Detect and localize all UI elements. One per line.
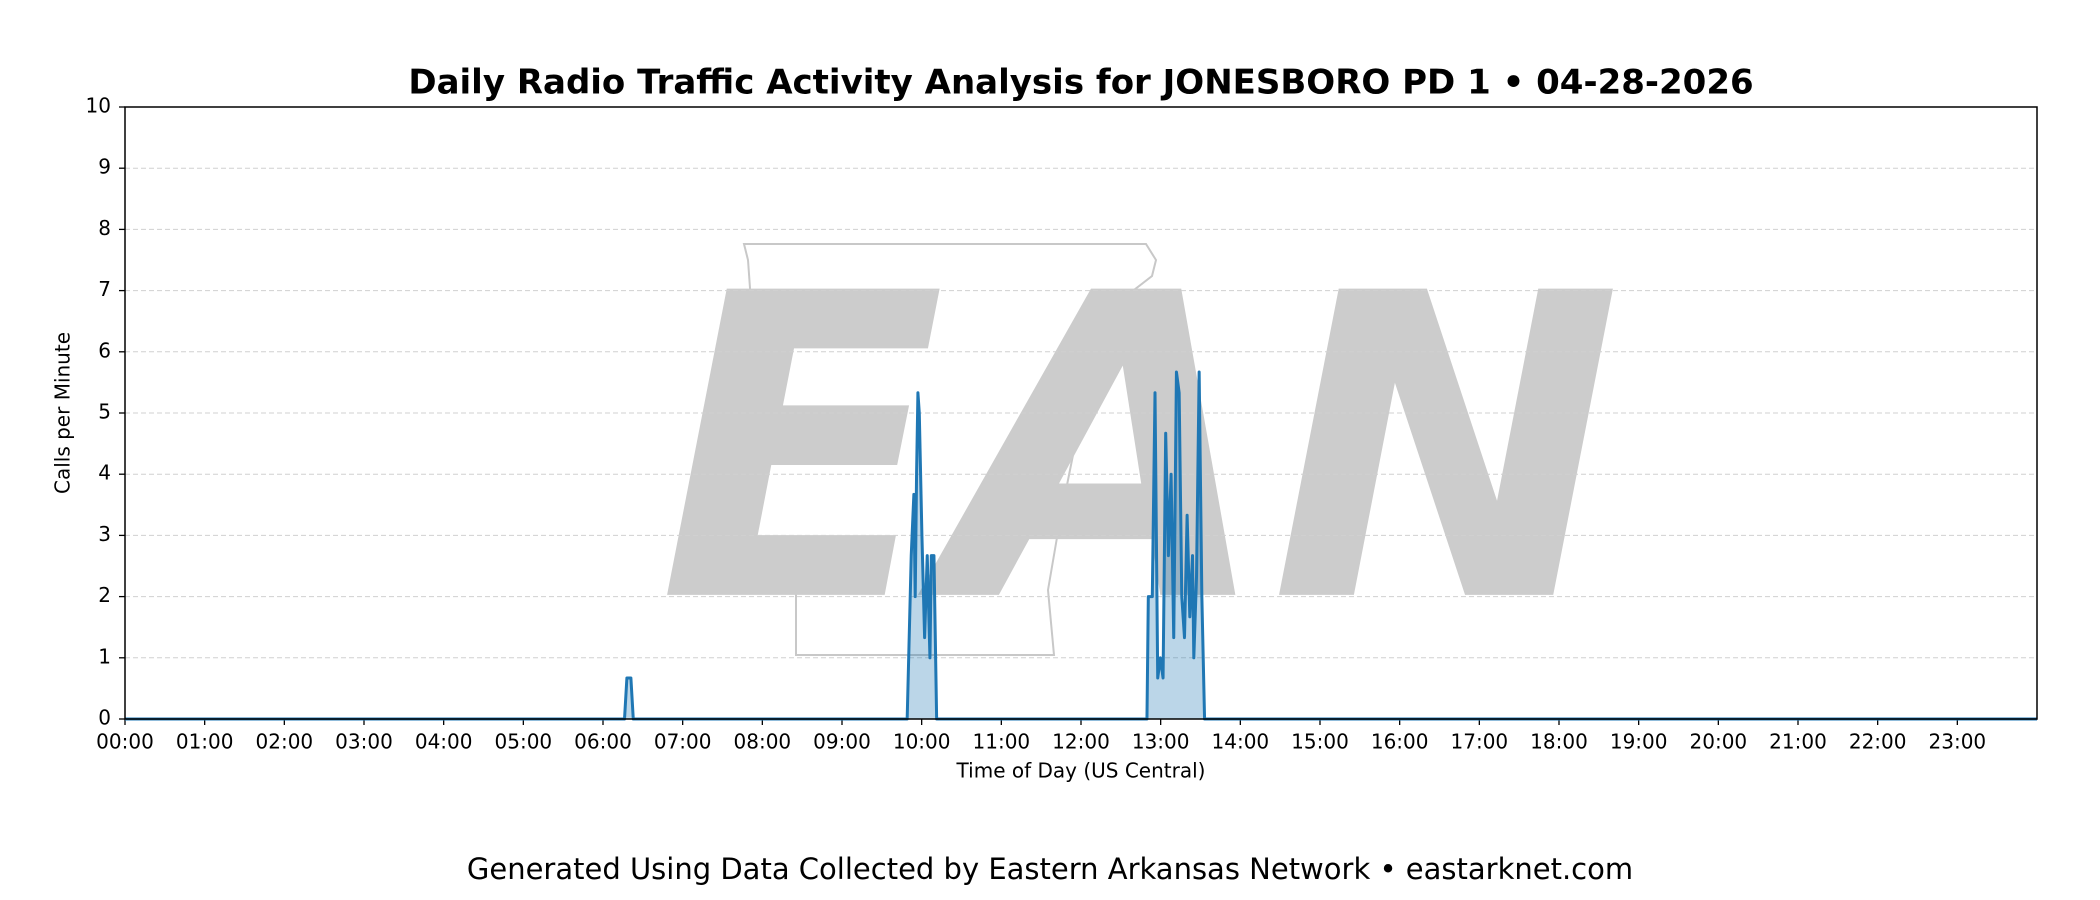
x-tick-label: 09:00 [813,730,871,754]
chart-title: Daily Radio Traffic Activity Analysis fo… [408,63,1753,103]
x-tick-label: 14:00 [1212,730,1270,754]
footer: Generated Using Data Collected by Easter… [467,852,1633,886]
y-tick-label: 0 [98,706,111,730]
line [125,370,2037,721]
y-tick-label: 7 [98,277,111,301]
x-tick-label: 20:00 [1690,730,1748,754]
watermark: EAN [658,206,1621,695]
x-tick-label: 05:00 [495,730,553,754]
x-tick-label: 04:00 [415,730,473,754]
y-tick-label: 5 [98,400,111,424]
x-tick-label: 11:00 [973,730,1031,754]
y-tick-label: 4 [98,461,111,485]
x-tick-label: 16:00 [1371,730,1429,754]
x-tick-label: 08:00 [734,730,792,754]
x-tick-label: 07:00 [654,730,712,754]
y-tick-label: 10 [86,94,111,118]
y-tick-label: 3 [98,522,111,546]
x-tick-label: 02:00 [256,730,314,754]
x-tick-label: 15:00 [1291,730,1349,754]
x-tick-label: 17:00 [1451,730,1509,754]
x-tick-label: 21:00 [1769,730,1827,754]
x-tick-label: 10:00 [893,730,951,754]
y-axis-label: Calls per Minute [51,332,75,494]
x-axis-label: Time of Day (US Central) [956,759,1206,783]
y-tick-label: 6 [98,338,111,362]
x-tick-label: 01:00 [176,730,234,754]
y-tick-label: 2 [98,583,111,607]
y-tick-label: 9 [98,155,111,179]
y-tick-label: 8 [98,216,111,240]
map-outline [742,243,1158,656]
x-tick-label: 03:00 [335,730,393,754]
plot-frame [124,106,2038,720]
x-tick-label: 22:00 [1849,730,1907,754]
x-tick-label: 12:00 [1052,730,1110,754]
y-tick-label: 1 [98,644,111,668]
x-tick-label: 18:00 [1530,730,1588,754]
x-tick-label: 00:00 [96,730,154,754]
x-tick-label: 13:00 [1132,730,1190,754]
x-tick-label: 19:00 [1610,730,1668,754]
x-tick-label: 06:00 [574,730,632,754]
x-tick-label: 23:00 [1929,730,1987,754]
